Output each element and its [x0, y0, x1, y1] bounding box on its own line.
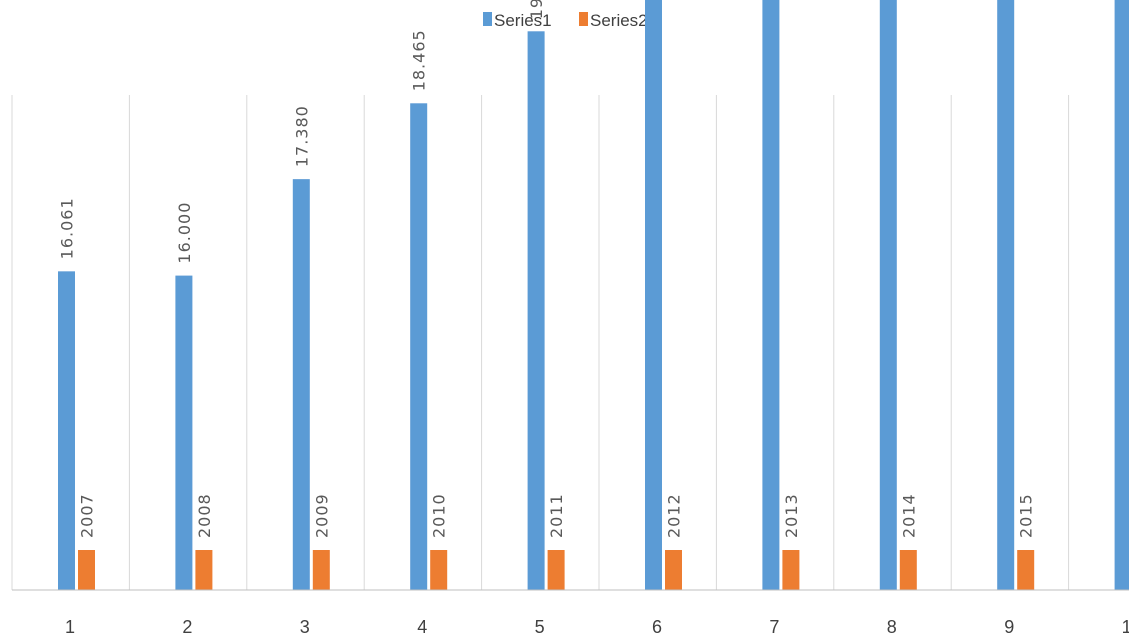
- legend-series2-swatch: [579, 12, 588, 26]
- x-tick-label-2: 2: [182, 617, 192, 637]
- legend-series1-label: Series1: [494, 11, 552, 30]
- data-label-series1-4: 18.465: [410, 29, 429, 91]
- data-label-series2-3: 2009: [312, 493, 331, 538]
- x-tick-label-5: 5: [535, 617, 545, 637]
- x-tick-label-1: 1: [65, 617, 75, 637]
- x-tick-labels: 1 2 3 4 5 6 7 8 9 1: [65, 617, 1129, 637]
- data-label-series1-1: 16.061: [58, 197, 77, 259]
- bar-series1-4: [410, 103, 428, 590]
- x-tick-label-9: 9: [1004, 617, 1014, 637]
- data-label-series2-6: 2012: [665, 493, 684, 538]
- data-labels: 16.061 2007 16.000 2008 17.380 2009 18.465 2010…: [58, 0, 1036, 538]
- data-label-series2-2: 2008: [195, 493, 214, 538]
- legend-series2-label: Series2: [590, 11, 648, 30]
- bar-series1-8: [879, 0, 897, 590]
- bar-series1-10: [1114, 0, 1129, 590]
- data-label-series1-2: 16.000: [175, 202, 194, 264]
- bar-series1-7: [762, 0, 780, 591]
- bar-series1-2: [175, 275, 193, 590]
- bar-series1-3: [292, 179, 310, 590]
- legend: Series1 Series2: [483, 11, 648, 30]
- bar-series2-3: [312, 550, 330, 590]
- bar-series1-1: [58, 271, 75, 590]
- bar-series2-4: [430, 550, 448, 590]
- x-tick-label-6: 6: [652, 617, 662, 637]
- x-tick-label-3: 3: [300, 617, 310, 637]
- bar-series2-9: [1017, 550, 1035, 590]
- bar-series2-7: [782, 550, 800, 590]
- data-label-series2-5: 2011: [547, 493, 566, 538]
- data-label-series2-8: 2014: [899, 493, 918, 538]
- bar-series2-5: [547, 550, 565, 590]
- bar-series2-2: [195, 550, 213, 590]
- data-label-series2-1: 2007: [78, 493, 97, 538]
- bar-series2-6: [665, 550, 682, 590]
- data-label-series1-5: 19.495: [527, 0, 546, 19]
- data-label-series2-7: 2013: [782, 493, 801, 538]
- data-label-series2-9: 2015: [1017, 493, 1036, 538]
- bar-series1-6: [645, 0, 662, 590]
- bar-series2-8: [899, 550, 917, 590]
- bars: [58, 0, 1129, 591]
- bar-series2-1: [78, 550, 95, 590]
- data-label-series2-4: 2010: [430, 493, 449, 538]
- x-tick-label-10: 1: [1122, 617, 1129, 637]
- bar-series1-5: [527, 31, 545, 590]
- x-tick-label-4: 4: [417, 617, 427, 637]
- x-tick-label-8: 8: [887, 617, 897, 637]
- gridlines: [11, 95, 1070, 590]
- legend-series1-swatch: [483, 12, 492, 26]
- x-tick-label-7: 7: [769, 617, 779, 637]
- data-label-series1-3: 17.380: [292, 105, 311, 167]
- bar-series1-9: [997, 0, 1015, 590]
